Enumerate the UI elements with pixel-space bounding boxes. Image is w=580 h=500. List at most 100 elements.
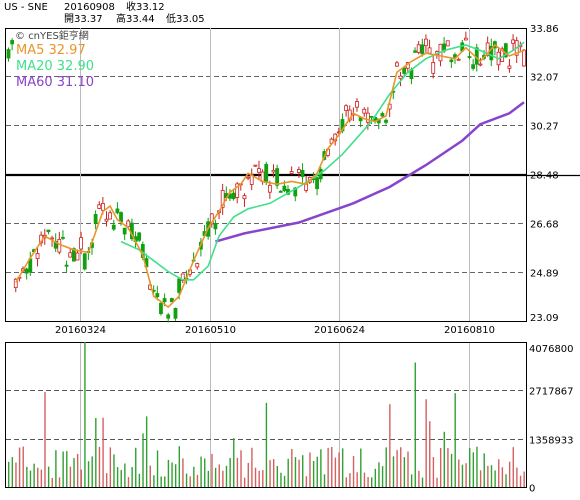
candle-body: [395, 62, 399, 67]
volume-bar: [476, 446, 478, 487]
volume-bar: [323, 474, 326, 487]
volume-bar: [418, 470, 420, 487]
volume-bar: [37, 467, 39, 487]
candle-body: [362, 108, 367, 114]
candle-body: [503, 43, 508, 58]
volume-bar: [15, 462, 17, 487]
volume-bar: [298, 459, 300, 487]
candle-body: [195, 263, 200, 268]
volume-bar: [127, 477, 130, 487]
ma5-line: [15, 43, 525, 309]
volume-tick-label: 1358933: [529, 436, 574, 447]
volume-bar: [98, 446, 101, 487]
volume-bar: [283, 475, 286, 487]
price-tick-label: 28.48: [530, 171, 559, 182]
volume-bar: [345, 477, 347, 487]
volume-bar: [40, 469, 43, 487]
volume-bars: [8, 342, 525, 487]
volume-bar: [392, 456, 395, 487]
candle-body: [278, 190, 283, 193]
volume-bar: [66, 451, 68, 487]
volume-bar: [367, 477, 369, 487]
candle-body: [398, 75, 403, 80]
candle-body: [235, 183, 240, 198]
volume-bar: [229, 457, 231, 487]
ma60-line: [215, 101, 525, 243]
volume-bar: [262, 470, 264, 487]
candle-body: [137, 232, 142, 241]
volume-bar: [512, 447, 514, 487]
volume-bar: [508, 461, 511, 487]
candle-body: [369, 115, 374, 118]
price-tick-label: 32.07: [530, 73, 559, 84]
volume-bar: [182, 458, 184, 487]
volume-bar: [523, 471, 525, 487]
volume-bar: [207, 470, 210, 487]
candle-body: [177, 278, 182, 293]
price-tick-label: 24.89: [530, 269, 559, 280]
volume-bar: [156, 450, 159, 487]
candle-body: [166, 314, 171, 319]
candle-body: [365, 112, 370, 123]
brand-label: © cnYES鉅亨網: [15, 31, 89, 43]
volume-bar: [472, 452, 475, 487]
candle-body: [82, 253, 87, 270]
candle-body: [463, 37, 468, 41]
candle-body: [64, 264, 69, 267]
candle-body: [485, 42, 490, 57]
volume-bar: [461, 464, 464, 487]
volume-bar: [160, 476, 162, 487]
volume-bar: [138, 473, 141, 487]
volume-bar: [106, 473, 108, 487]
candle-body: [71, 248, 76, 262]
volume-bar: [479, 470, 482, 487]
volume-bar: [233, 438, 235, 487]
price-tick-label: 33.86: [530, 24, 559, 35]
volume-bar: [84, 342, 86, 487]
volume-bar: [222, 470, 224, 487]
candle-body: [267, 184, 272, 193]
open-price: 開33.37: [64, 14, 103, 25]
candle-body: [100, 203, 105, 211]
low-price: 低33.05: [166, 14, 205, 25]
volume-bar: [196, 474, 199, 487]
volume-bar: [458, 459, 460, 487]
candle-body: [427, 47, 432, 54]
candle-body: [471, 64, 476, 69]
close-price: 收33.12: [126, 2, 165, 13]
candle-body: [507, 65, 512, 69]
volume-bar: [494, 470, 496, 487]
volume-bar: [294, 457, 297, 487]
candle-body: [271, 169, 276, 173]
volume-bar: [87, 461, 90, 487]
volume-bar: [487, 465, 489, 487]
date-axis: 20160324 20160510 20160624 20160810: [55, 325, 495, 336]
ma20-line: [120, 41, 525, 281]
price-tick-label: 23.09: [530, 313, 559, 324]
volume-bar: [450, 453, 453, 487]
volume-bar: [149, 465, 151, 487]
volume-bar: [58, 477, 61, 487]
candle-body: [449, 59, 454, 63]
volume-bar: [18, 447, 21, 487]
candle-body: [10, 40, 15, 45]
candle-body: [122, 227, 127, 235]
volume-bar: [320, 449, 322, 487]
candle-body: [111, 224, 116, 230]
candle-body: [456, 58, 461, 61]
candle-body: [511, 39, 515, 44]
candle-body: [162, 298, 167, 303]
volume-bar: [236, 457, 239, 487]
volume-bar: [76, 453, 79, 487]
volume-bar: [371, 477, 373, 487]
candle-body: [68, 252, 73, 258]
date-tick-label: 20160810: [444, 325, 495, 336]
volume-bar: [338, 452, 340, 487]
volume-bar: [102, 417, 104, 487]
volume-bar: [505, 474, 507, 487]
volume-bar: [400, 447, 402, 487]
volume-bar: [142, 433, 144, 487]
volume-bar: [189, 476, 191, 487]
price-tick-label: 26.68: [530, 220, 559, 231]
volume-bar: [352, 455, 355, 487]
